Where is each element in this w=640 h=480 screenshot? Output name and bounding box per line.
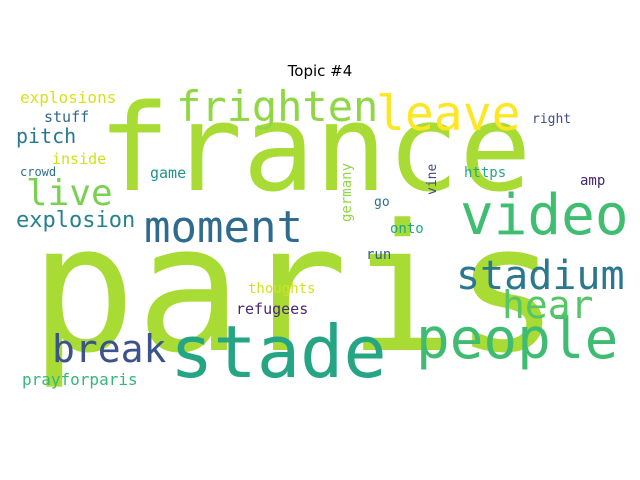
chart-title: Topic #4 [287, 62, 353, 80]
word-people: people [416, 307, 619, 372]
word-break: break [52, 327, 167, 371]
word-inside: inside [52, 150, 107, 168]
word-go: go [374, 195, 390, 210]
word-amp: amp [580, 173, 606, 189]
word-vine: vine [425, 163, 440, 195]
word-prayforparis: prayforparis [22, 370, 138, 389]
word-right: right [532, 112, 572, 127]
word-france: france [98, 80, 532, 219]
word-run: run [366, 247, 392, 263]
word-frighten: frighten [176, 82, 379, 131]
word-crowd: crowd [20, 165, 57, 179]
word-stade: stade [170, 310, 387, 394]
word-explosion: explosion [16, 208, 136, 233]
word-hear: hear [502, 283, 594, 327]
word-video: video [460, 183, 629, 248]
word-game: game [150, 164, 187, 182]
word-germany: germany [339, 162, 355, 222]
word-live: live [26, 173, 113, 214]
word-pitch: pitch [16, 124, 77, 148]
word-moment: moment [144, 202, 303, 253]
word-explosions: explosions [20, 88, 117, 107]
word-https: https [464, 165, 507, 181]
word-stadium: stadium [456, 253, 625, 299]
word-thoughts: thoughts [248, 281, 316, 297]
word-onto: onto [390, 221, 424, 237]
word-paris: paris [30, 187, 560, 392]
word-leave: leave [376, 86, 521, 142]
word-cloud: paris france stade video people leave fr… [16, 80, 629, 394]
word-refugees: refugees [236, 300, 309, 318]
word-stuff: stuff [44, 108, 90, 126]
